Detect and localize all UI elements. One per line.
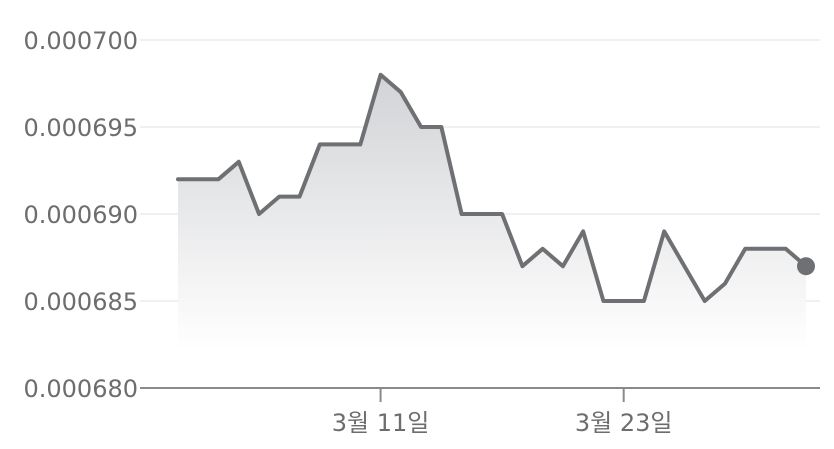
data-points bbox=[176, 73, 815, 303]
y-tick-label: 0.000690 bbox=[23, 201, 138, 229]
y-tick-label: 0.000700 bbox=[23, 27, 138, 55]
data-point bbox=[723, 282, 727, 286]
y-tick-label: 0.000685 bbox=[23, 288, 138, 316]
data-point bbox=[277, 195, 281, 199]
x-axis bbox=[140, 387, 820, 402]
x-axis-labels: 3월 11일 3월 23일 bbox=[332, 409, 673, 437]
data-point bbox=[763, 247, 767, 251]
data-point bbox=[460, 212, 464, 216]
data-point bbox=[439, 125, 443, 129]
data-point bbox=[176, 177, 180, 181]
y-tick-label: 0.000680 bbox=[23, 375, 138, 403]
data-point bbox=[318, 142, 322, 146]
y-tick-label: 0.000695 bbox=[23, 114, 138, 142]
y-axis-labels: 0.000700 0.000695 0.000690 0.000685 0.000680 bbox=[23, 27, 138, 403]
series-line-path bbox=[176, 72, 808, 303]
data-point bbox=[642, 299, 646, 303]
data-point bbox=[298, 195, 302, 199]
data-point bbox=[541, 247, 545, 251]
data-point bbox=[500, 212, 504, 216]
data-point bbox=[338, 142, 342, 146]
data-point bbox=[682, 264, 686, 268]
x-tick-label: 3월 11일 bbox=[332, 409, 430, 437]
data-point bbox=[520, 264, 524, 268]
data-point bbox=[358, 142, 362, 146]
data-point bbox=[784, 247, 788, 251]
area-fill-path bbox=[178, 74, 806, 351]
data-point bbox=[480, 212, 484, 216]
last-point-marker bbox=[797, 257, 815, 276]
data-point bbox=[601, 299, 605, 303]
data-point bbox=[581, 229, 585, 233]
series-line bbox=[176, 72, 808, 303]
data-point bbox=[379, 73, 383, 77]
x-tick-label: 3월 23일 bbox=[575, 409, 673, 437]
data-point bbox=[257, 212, 261, 216]
data-point bbox=[743, 247, 747, 251]
data-point bbox=[237, 160, 241, 164]
data-point bbox=[217, 177, 221, 181]
data-point bbox=[399, 90, 403, 94]
data-point bbox=[703, 299, 707, 303]
data-point bbox=[419, 125, 423, 129]
data-point bbox=[662, 229, 666, 233]
area-fill bbox=[178, 74, 806, 351]
data-point bbox=[622, 299, 626, 303]
data-point bbox=[196, 177, 200, 181]
data-point bbox=[561, 264, 565, 268]
